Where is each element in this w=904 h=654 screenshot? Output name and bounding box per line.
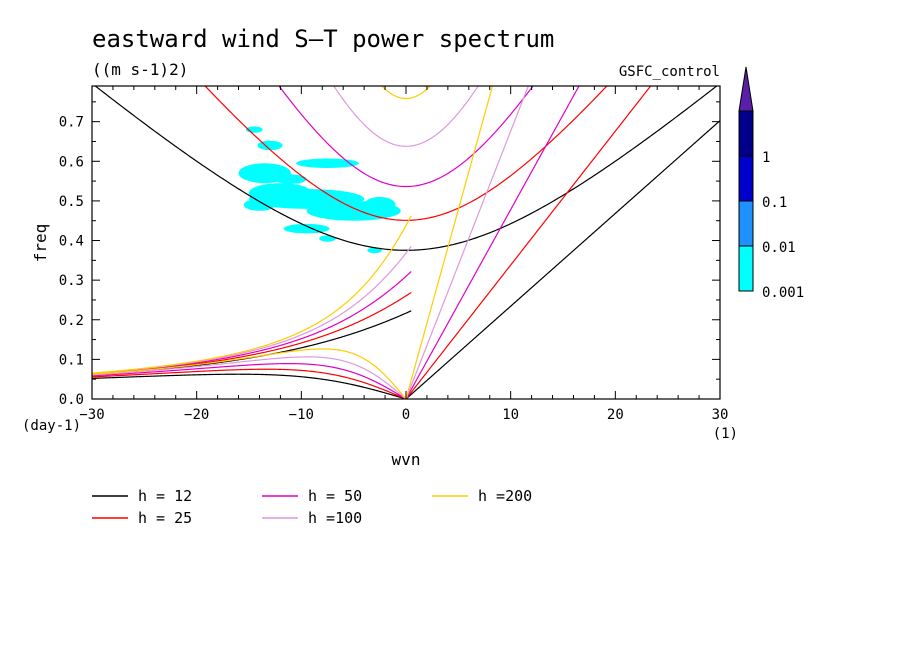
- colorbar-label: 0.1: [762, 195, 787, 211]
- rossby-50: [92, 362, 407, 399]
- y-tick-label: 0.4: [59, 234, 84, 250]
- y-tick-label: 0.6: [59, 154, 84, 170]
- x-axis-label: wvn: [392, 450, 421, 469]
- rossby-100: [92, 356, 407, 399]
- shade-blob-11: [243, 198, 276, 211]
- colorbar-segment-2: [738, 155, 754, 202]
- kelvin-100: [405, 86, 529, 399]
- legend-label-12: h = 12: [138, 487, 192, 505]
- y-tick-label: 0.7: [59, 115, 84, 131]
- dispersion-curves: [92, 86, 720, 399]
- x-unit-label: (1): [713, 426, 738, 442]
- x-tick-labels: −30 −20 −10 0 10 20 30: [79, 407, 728, 423]
- x-tick-label: −20: [184, 407, 209, 423]
- axis-ticks: [91, 86, 721, 400]
- shade-blob-5: [257, 140, 283, 151]
- rossby-25: [92, 368, 407, 399]
- shade-blob-10: [364, 196, 396, 213]
- legend-label-200: h =200: [478, 487, 532, 505]
- colorbar-label: 0.001: [762, 285, 804, 301]
- y-axis-label: freq: [31, 224, 50, 263]
- igw-12: [94, 86, 718, 251]
- kelvin-200: [405, 86, 494, 399]
- colorbar-label: 0.01: [762, 240, 796, 256]
- curve-12: [92, 86, 720, 399]
- shade-blob-3: [249, 183, 312, 203]
- x-tick-label: 30: [712, 407, 729, 423]
- mrg-25: [92, 291, 412, 375]
- mrg-200: [92, 215, 412, 374]
- y-tick-labels: 0.0 0.1 0.2 0.3 0.4 0.5 0.6 0.7: [59, 115, 84, 408]
- colorbar-segment-1: [738, 200, 754, 247]
- y-tick-label: 0.0: [59, 392, 84, 408]
- igw-25: [204, 86, 608, 221]
- curve-200: [92, 86, 494, 399]
- igw-100: [333, 86, 479, 147]
- x-tick-label: 20: [607, 407, 624, 423]
- shade-blob-4: [296, 158, 359, 169]
- colorbar-label: 1: [762, 150, 770, 166]
- y-tick-label: 0.5: [59, 194, 84, 210]
- y-tick-label: 0.2: [59, 313, 84, 329]
- y-tick-label: 0.1: [59, 352, 84, 368]
- y-tick-label: 0.3: [59, 273, 84, 289]
- shaded-region-0001: [238, 126, 401, 254]
- y-unit-label: (day-1): [22, 418, 81, 434]
- rossby-200: [92, 348, 407, 399]
- legend-label-100: h =100: [308, 509, 362, 527]
- colorbar-segment-0: [738, 245, 754, 292]
- colorbar: 0.001 0.01 0.1 1: [738, 66, 804, 301]
- legend-label-25: h = 25: [138, 509, 192, 527]
- x-tick-label: 10: [502, 407, 519, 423]
- colorbar-segment-3: [738, 110, 754, 157]
- legend: h = 12 h = 25 h = 50 h =100 h =200: [92, 487, 532, 527]
- x-tick-label: −30: [79, 407, 104, 423]
- chart-subtitle: ((m s-1)2): [92, 60, 188, 79]
- rossby-12: [92, 373, 407, 399]
- colorbar-cap: [738, 66, 754, 112]
- run-label: GSFC_control: [619, 64, 720, 80]
- chart-title: eastward wind S–T power spectrum: [92, 25, 554, 53]
- x-tick-label: 0: [402, 407, 410, 423]
- shade-blob-9: [367, 247, 382, 254]
- kelvin-12: [405, 119, 720, 399]
- legend-label-50: h = 50: [308, 487, 362, 505]
- igw-50: [278, 86, 534, 188]
- igw-200: [380, 86, 432, 100]
- kelvin-50: [405, 86, 580, 399]
- shade-blob-12: [275, 174, 307, 184]
- shade-blob-7: [283, 223, 330, 234]
- plot-frame: [91, 85, 721, 400]
- kelvin-25: [405, 86, 652, 399]
- x-tick-label: −10: [289, 407, 314, 423]
